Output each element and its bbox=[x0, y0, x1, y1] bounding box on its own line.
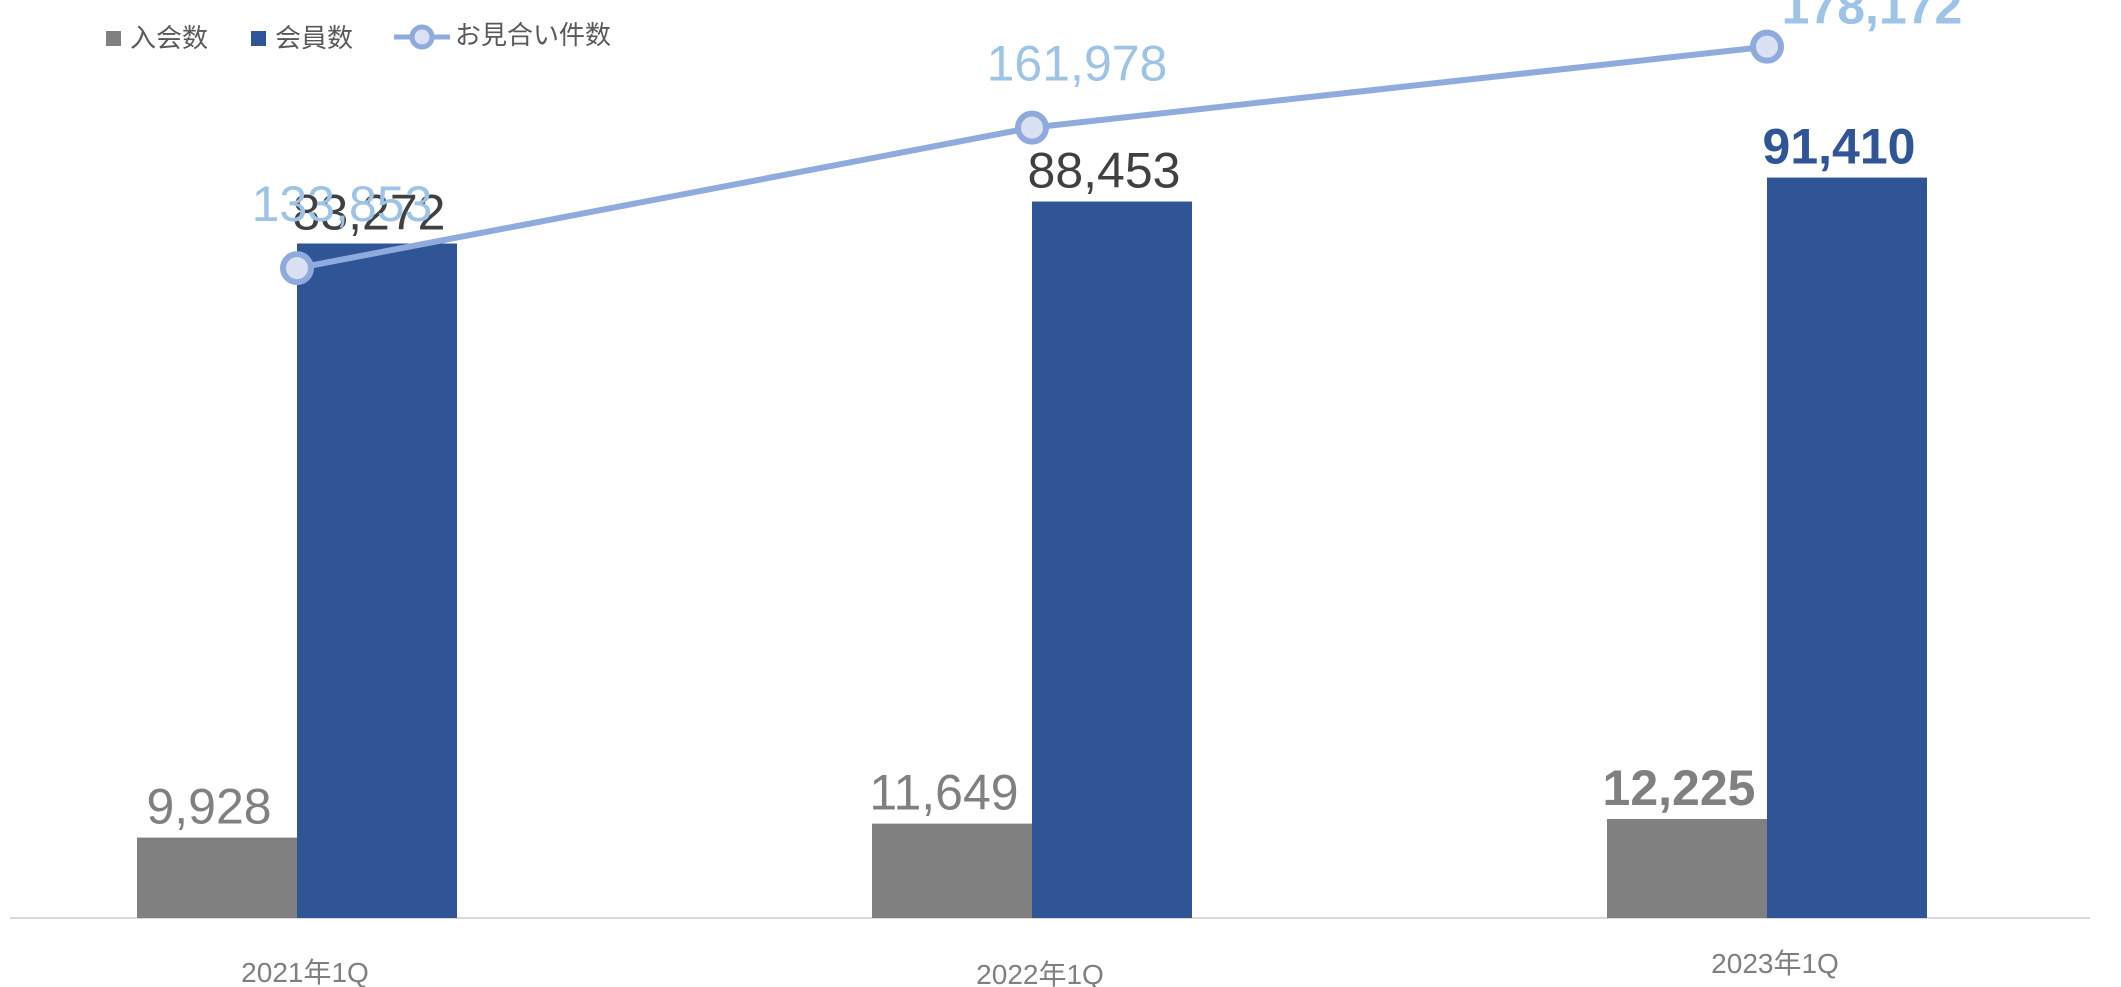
data-labels: 9,928 83,272 11,649 88,453 12,225 91,410 133,8… bbox=[146, 0, 1962, 835]
line-series bbox=[280, 29, 1784, 286]
bar-members-2 bbox=[1767, 177, 1927, 919]
data-label-members-0: 83,272 bbox=[293, 184, 446, 240]
legend-marker-omiai bbox=[409, 24, 435, 50]
bars bbox=[137, 177, 1927, 919]
legend: 入会数 会員数 お見合い件数 bbox=[106, 20, 611, 53]
line-point-omiai-1 bbox=[1015, 110, 1049, 145]
bar-entry-2 bbox=[1607, 818, 1767, 918]
category-labels: 2021年1Q 2022年1Q 2023年1Q bbox=[241, 948, 1839, 987]
bar-entry-1 bbox=[872, 823, 1032, 918]
bar-entry-0 bbox=[137, 837, 297, 918]
legend-label-members: 会員数 bbox=[275, 23, 353, 53]
data-label-omiai-0: 133,853 bbox=[252, 176, 433, 232]
line-point-omiai-0 bbox=[280, 251, 314, 286]
data-label-omiai-2: 178,172 bbox=[1782, 0, 1963, 35]
data-label-members-1: 88,453 bbox=[1028, 143, 1181, 199]
legend-label-omiai: お見合い件数 bbox=[455, 20, 611, 50]
legend-label-entry: 入会数 bbox=[130, 23, 208, 53]
data-label-entry-1: 11,649 bbox=[869, 765, 1018, 821]
bar-members-0 bbox=[297, 243, 457, 918]
data-label-members-2: 91,410 bbox=[1763, 119, 1916, 175]
data-label-entry-0: 9,928 bbox=[146, 779, 271, 835]
data-label-entry-2: 12,225 bbox=[1603, 760, 1756, 816]
category-label-0: 2021年1Q bbox=[241, 957, 369, 987]
category-label-2: 2023年1Q bbox=[1711, 948, 1839, 979]
legend-swatch-members bbox=[251, 31, 266, 46]
line-point-omiai-2 bbox=[1750, 29, 1784, 64]
data-label-omiai-1: 161,978 bbox=[987, 36, 1168, 92]
legend-swatch-entry bbox=[106, 31, 121, 46]
category-label-1: 2022年1Q bbox=[976, 959, 1104, 987]
bar-members-1 bbox=[1032, 201, 1192, 918]
